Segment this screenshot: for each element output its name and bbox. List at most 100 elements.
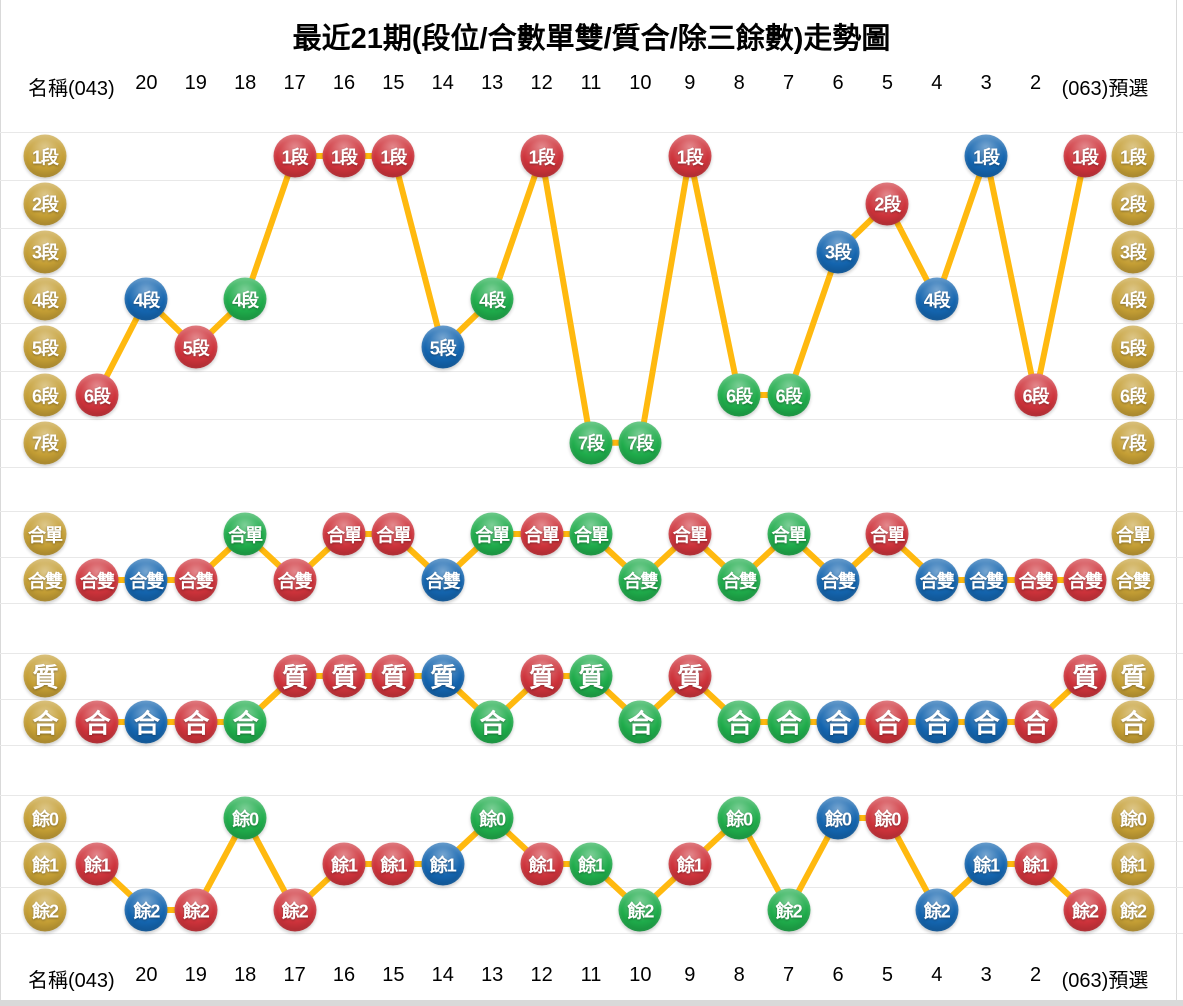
trend-ball: 質: [1063, 654, 1107, 698]
row-label-ball-right: 合單: [1111, 512, 1155, 556]
row-label-ball-left: 5段: [23, 325, 67, 369]
trend-ball: 合單: [668, 512, 712, 556]
trend-ball: 4段: [124, 277, 168, 321]
row-label-ball-right: 7段: [1111, 421, 1155, 465]
trend-ball: 餘1: [569, 842, 613, 886]
trend-ball: 合雙: [75, 558, 119, 602]
trend-ball: 餘0: [717, 796, 761, 840]
row-label-ball-left: 合雙: [23, 558, 67, 602]
row-label-ball-left: 合單: [23, 512, 67, 556]
row-label-ball-left: 餘2: [23, 888, 67, 932]
trend-ball: 合單: [470, 512, 514, 556]
trend-ball: 餘2: [767, 888, 811, 932]
period-column-label: 16: [332, 72, 356, 94]
trend-ball: 1段: [520, 134, 564, 178]
trend-ball: 合雙: [1063, 558, 1107, 602]
trend-ball: 6段: [767, 373, 811, 417]
period-column-label: 7: [783, 964, 795, 986]
grid-line: [0, 653, 1183, 654]
trend-ball: 合單: [322, 512, 366, 556]
row-label-ball-right: 1段: [1111, 134, 1155, 178]
period-column-label: 15: [382, 72, 405, 94]
grid-line: [0, 745, 1183, 746]
trend-ball: 合: [816, 700, 860, 744]
period-column-label: 12: [530, 72, 553, 94]
row-label-ball-left: 質: [23, 654, 67, 698]
period-column-label: 9: [684, 72, 696, 94]
period-column-label: 3: [980, 964, 992, 986]
horizontal-scrollbar[interactable]: [0, 1000, 1183, 1006]
trend-ball: 合雙: [174, 558, 218, 602]
grid-line: [0, 418, 1183, 420]
trend-ball: 合: [717, 700, 761, 744]
footer-period-row: 名稱(043) (063)預選 20 19 18 17 16 15 14 13 12 11 10 9 8…: [0, 964, 1183, 992]
trend-ball: 餘1: [668, 842, 712, 886]
trend-ball: 合雙: [717, 558, 761, 602]
period-column-label: 17: [283, 72, 306, 94]
trend-ball: 4段: [470, 277, 514, 321]
period-column-label: 2: [1030, 964, 1042, 986]
footer-name-label: 名稱(043): [28, 970, 115, 992]
trend-ball: 合雙: [124, 558, 168, 602]
trend-ball: 合雙: [964, 558, 1008, 602]
header-period-row: 名稱(043) (063)預選 20 19 18 17 16 15 14 13 12 11 10 9 8…: [0, 72, 1183, 100]
trend-ball: 質: [273, 654, 317, 698]
trend-ball: 合單: [520, 512, 564, 556]
period-column-label: 14: [431, 72, 454, 94]
row-label-ball-left: 4段: [23, 277, 67, 321]
trend-ball: 餘2: [124, 888, 168, 932]
period-column-label: 11: [580, 964, 602, 986]
page-title: 最近21期(段位/合數單雙/質合/除三餘數)走勢圖: [292, 23, 891, 55]
period-column-label: 18: [234, 964, 257, 986]
trend-ball: 1段: [964, 134, 1008, 178]
row-label-ball-right: 3段: [1111, 230, 1155, 274]
period-column-label: 15: [382, 964, 405, 986]
trend-ball: 質: [421, 654, 465, 698]
trend-ball: 餘2: [174, 888, 218, 932]
period-column-label: 4: [931, 72, 943, 94]
period-column-label: 6: [832, 964, 844, 986]
row-label-ball-right: 合雙: [1111, 558, 1155, 602]
trend-ball: 1段: [668, 134, 712, 178]
row-label-ball-right: 餘0: [1111, 796, 1155, 840]
trend-ball: 合雙: [816, 558, 860, 602]
trend-ball: 合單: [865, 512, 909, 556]
row-label-ball-left: 6段: [23, 373, 67, 417]
period-column-label: 7: [783, 72, 795, 94]
trend-ball: 1段: [322, 134, 366, 178]
grid-line: [0, 466, 1183, 468]
left-border-line: [0, 0, 1, 1006]
trend-ball: 合: [767, 700, 811, 744]
trend-ball: 餘2: [1063, 888, 1107, 932]
trend-ball: 4段: [915, 277, 959, 321]
trend-ball: 合: [75, 700, 119, 744]
trend-ball: 餘1: [520, 842, 564, 886]
trend-ball: 1段: [371, 134, 415, 178]
trend-ball: 餘2: [273, 888, 317, 932]
grid-line: [0, 841, 1183, 842]
grid-line: [0, 557, 1183, 558]
period-column-label: 16: [332, 964, 356, 986]
row-label-ball-right: 4段: [1111, 277, 1155, 321]
grid-line: [0, 933, 1183, 934]
period-column-label: 8: [733, 964, 745, 986]
footer-right-label: (063)預選: [1061, 970, 1149, 992]
period-column-label: 10: [629, 72, 652, 94]
trend-ball: 質: [668, 654, 712, 698]
grid-line: [0, 371, 1183, 373]
row-label-ball-left: 餘0: [23, 796, 67, 840]
grid-line: [0, 795, 1183, 796]
trend-ball: 餘1: [964, 842, 1008, 886]
trend-ball: 餘1: [75, 842, 119, 886]
trend-ball: 餘1: [322, 842, 366, 886]
header-right-label: (063)預選: [1061, 78, 1149, 100]
trend-ball: 質: [520, 654, 564, 698]
grid-line: [0, 132, 1183, 134]
trend-ball: 3段: [816, 230, 860, 274]
row-label-ball-left: 餘1: [23, 842, 67, 886]
period-column-label: 8: [733, 72, 745, 94]
trend-ball: 質: [371, 654, 415, 698]
trend-ball: 質: [569, 654, 613, 698]
trend-ball: 7段: [618, 421, 662, 465]
